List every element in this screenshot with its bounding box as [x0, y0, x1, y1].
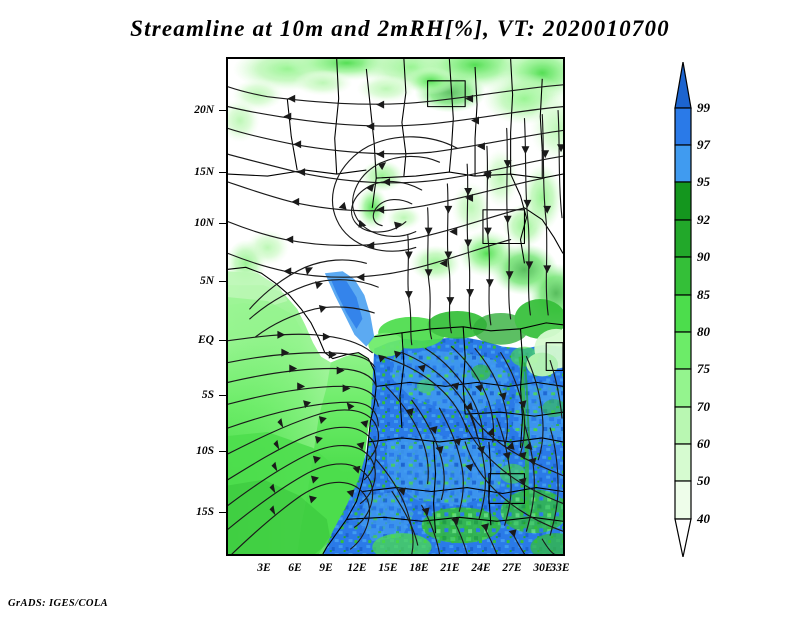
colorbar: 99 97 95 92 90 85 80 75 70 60 50 40 — [663, 62, 783, 557]
y-tick-label: 10N — [194, 217, 214, 229]
x-axis: 3E 6E 9E 12E 15E 18E 21E 24E 27E 30E 33E — [226, 558, 569, 586]
colorbar-tick-label: 97 — [697, 137, 710, 152]
x-tick-label: 15E — [378, 562, 398, 574]
colorbar-tick-label: 80 — [697, 324, 710, 339]
colorbar-tick-label: 92 — [697, 212, 710, 227]
colorbar-tick-label: 95 — [697, 174, 710, 189]
colorbar-tick-label: 75 — [697, 361, 710, 376]
x-tick-label: 6E — [288, 562, 302, 574]
y-tick-mark — [219, 395, 226, 396]
x-tick-label: 18E — [409, 562, 429, 574]
x-tick-label: 12E — [347, 562, 367, 574]
colorbar-tick-label: 85 — [697, 287, 710, 302]
y-tick-label: 5N — [199, 275, 214, 287]
y-tick-mark — [219, 110, 226, 111]
colorbar-tick-label: 50 — [697, 473, 710, 488]
x-tick-label: 21E — [440, 562, 460, 574]
colorbar-tick-label: 40 — [697, 511, 710, 526]
x-tick-label: 27E — [502, 562, 522, 574]
y-tick-label: 5S — [201, 389, 214, 401]
colorbar-tick-label: 60 — [697, 436, 710, 451]
colorbar-tick-label: 99 — [697, 100, 710, 115]
y-tick-mark — [219, 451, 226, 452]
y-tick-label: EQ — [198, 334, 214, 346]
colorbar-tick-label: 90 — [697, 249, 710, 264]
streamline-arrowheads — [269, 94, 563, 538]
y-tick-mark — [219, 340, 226, 341]
rh-streamline-map — [228, 59, 563, 554]
x-tick-label: 24E — [471, 562, 491, 574]
y-tick-mark — [219, 223, 226, 224]
colorbar-swatches — [674, 62, 692, 557]
y-tick-label: 10S — [196, 445, 214, 457]
colorbar-tick-label: 70 — [697, 399, 710, 414]
x-tick-label: 3E — [257, 562, 271, 574]
x-tick-label: 33E — [550, 562, 570, 574]
y-tick-label: 20N — [194, 104, 214, 116]
y-tick-label: 15N — [194, 166, 214, 178]
coastline-borders — [228, 59, 563, 554]
y-tick-mark — [219, 172, 226, 173]
map-plot-frame — [226, 57, 565, 556]
software-credit: GrADS: IGES/COLA — [8, 598, 109, 609]
y-tick-label: 15S — [196, 506, 214, 518]
y-tick-mark — [219, 281, 226, 282]
x-tick-label: 30E — [533, 562, 553, 574]
x-tick-label: 9E — [319, 562, 333, 574]
y-axis: 20N 15N 10N 5N EQ 5S 10S 15S — [0, 57, 226, 556]
page-title: Streamline at 10m and 2mRH[%], VT: 20200… — [130, 16, 670, 41]
y-tick-mark — [219, 512, 226, 513]
